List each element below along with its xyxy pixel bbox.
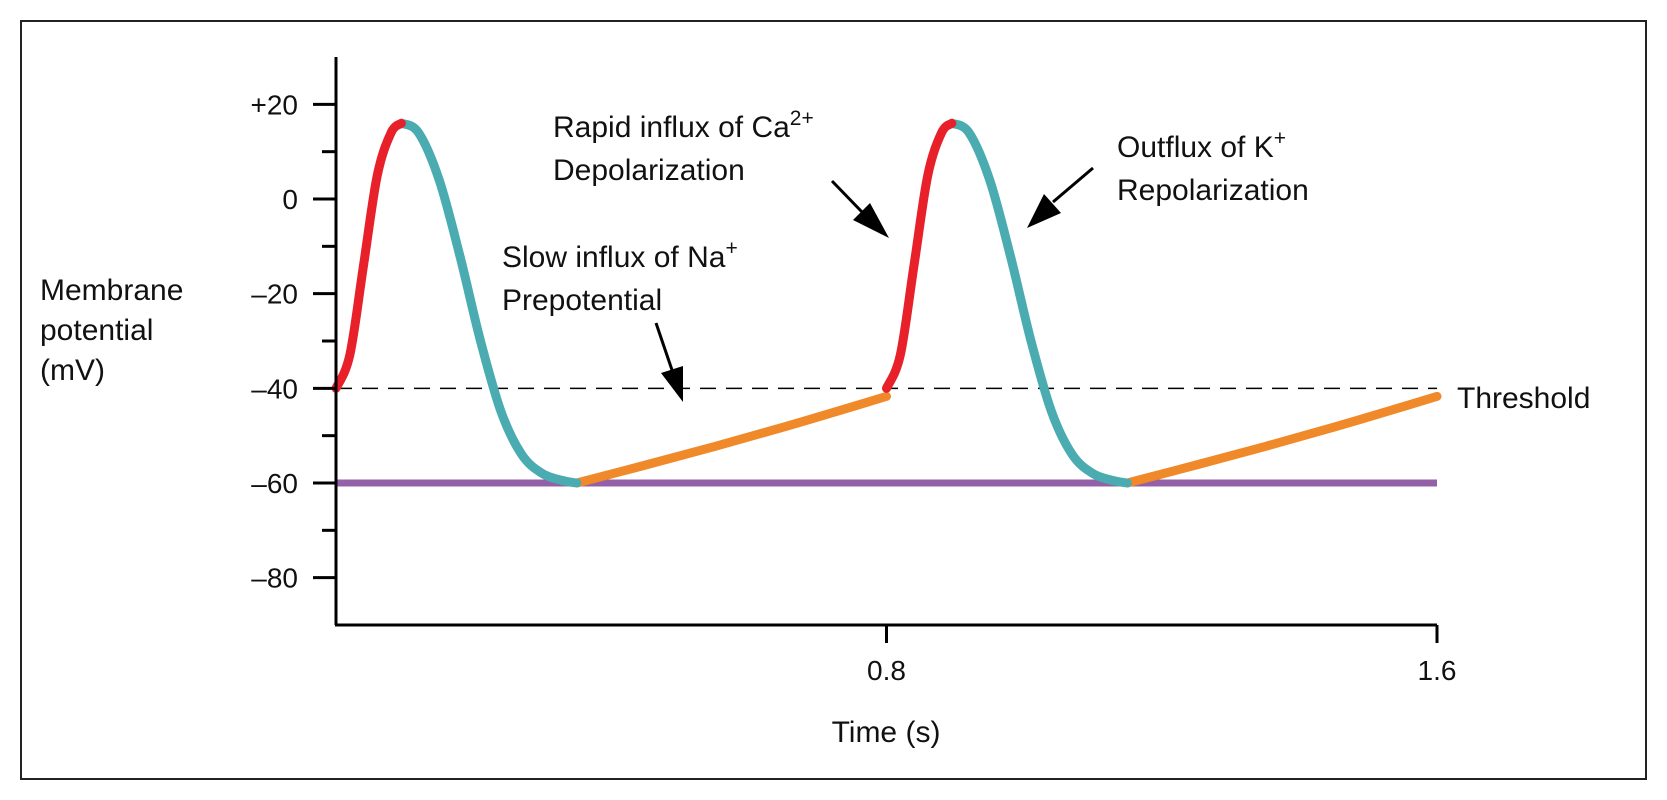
annotation-k-line-2: Repolarization	[1117, 174, 1309, 207]
series-repolarization-1	[396, 118, 582, 488]
series-depolarization-1	[331, 118, 406, 393]
series-depolarization-2	[882, 118, 957, 393]
arrow-prepotential	[654, 322, 683, 402]
annotation-na-line-1: Slow influx of Na+	[502, 237, 738, 274]
y-tick-label: +20	[251, 89, 299, 120]
annotation-na-superscript: +	[725, 237, 737, 260]
y-axis-title-line-1: Membrane	[40, 274, 183, 307]
x-tick-label: 0.8	[867, 655, 906, 686]
threshold-label: Threshold	[1457, 382, 1590, 415]
annotation-ca-line-1: Rapid influx of Ca2+	[553, 107, 814, 144]
x-tick-label: 1.6	[1418, 655, 1457, 686]
y-tick-label: –40	[251, 373, 298, 404]
annotation-k-superscript: +	[1274, 127, 1286, 150]
series-prepotential-1	[572, 391, 891, 488]
y-axis-title-line-3: (mV)	[40, 354, 105, 387]
annotation-ca-superscript: 2+	[790, 107, 814, 130]
annotation-k-line-1: Outflux of K+	[1117, 127, 1286, 164]
arrow-depolarization	[830, 179, 889, 238]
annotation-ca-line-2: Depolarization	[553, 154, 745, 187]
y-axis-title-line-2: potential	[40, 314, 153, 347]
series-repolarization-2	[947, 118, 1132, 488]
x-axis-title: Time (s)	[832, 716, 941, 749]
y-tick-label: 0	[282, 184, 298, 215]
annotation-na-line-2: Prepotential	[502, 284, 662, 317]
series-prepotential-2	[1122, 391, 1442, 488]
y-tick-label: –80	[251, 563, 298, 594]
axis-ticks: +20 0 –20 –40 –60 –80 0.8 1.6	[251, 89, 1457, 686]
chart-border	[20, 20, 1647, 780]
y-tick-label: –20	[251, 279, 298, 310]
y-tick-label: –60	[251, 468, 298, 499]
arrow-repolarization	[1027, 166, 1094, 228]
plot-area	[331, 118, 1442, 488]
